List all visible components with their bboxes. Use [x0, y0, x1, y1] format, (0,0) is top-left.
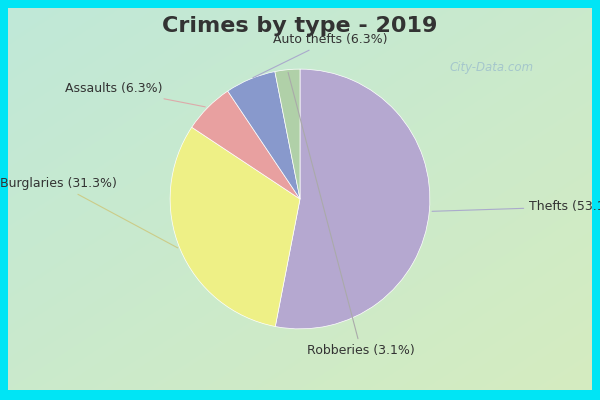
Text: Auto thefts (6.3%): Auto thefts (6.3%)	[253, 33, 388, 78]
Text: Thefts (53.1%): Thefts (53.1%)	[432, 200, 600, 213]
Text: City-Data.com: City-Data.com	[450, 62, 534, 74]
Wedge shape	[192, 91, 300, 199]
Wedge shape	[275, 69, 300, 199]
Wedge shape	[170, 127, 300, 326]
Text: Assaults (6.3%): Assaults (6.3%)	[65, 82, 205, 107]
Text: Burglaries (31.3%): Burglaries (31.3%)	[0, 177, 178, 248]
Wedge shape	[275, 69, 430, 329]
Text: Crimes by type - 2019: Crimes by type - 2019	[163, 16, 437, 36]
Text: Robberies (3.1%): Robberies (3.1%)	[288, 72, 415, 357]
Wedge shape	[228, 72, 300, 199]
